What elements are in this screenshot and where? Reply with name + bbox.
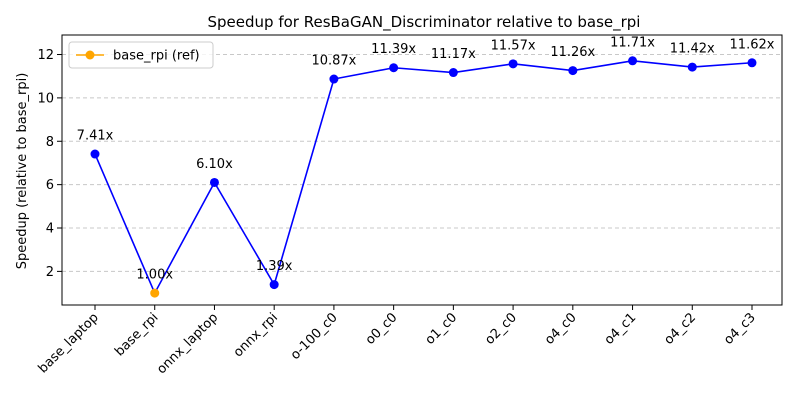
y-tick-label: 12 bbox=[37, 48, 54, 63]
x-tick-label: o0_c0 bbox=[363, 310, 401, 348]
y-tick-label: 2 bbox=[46, 265, 54, 280]
x-tick-label: base_laptop bbox=[36, 310, 102, 376]
legend-box bbox=[68, 41, 214, 69]
x-tick-label: onnx_rpi bbox=[231, 310, 281, 360]
x-tick-label: o-100_c0 bbox=[288, 310, 341, 363]
x-tick-label: base_rpi bbox=[112, 310, 161, 359]
legend-entry-label: base_rpi (ref) bbox=[113, 49, 200, 64]
speedup-series bbox=[90, 56, 757, 298]
legend: base_rpi (ref) bbox=[68, 41, 214, 69]
x-tick-label: onnx_laptop bbox=[154, 310, 221, 377]
data-labels: 7.41x 1.00x 6.10x 1.39x 10.87x 11.39x 11.17x 11… bbox=[77, 35, 775, 282]
x-tick-label: o4_c0 bbox=[542, 310, 580, 348]
x-tick-label: o2_c0 bbox=[482, 310, 520, 348]
chart-title: Speedup for ResBaGAN_Discriminator relat… bbox=[208, 13, 641, 32]
data-label: 1.39x bbox=[256, 259, 293, 274]
data-point bbox=[209, 177, 219, 187]
data-label: 11.39x bbox=[371, 42, 416, 57]
y-tick-label: 4 bbox=[46, 222, 54, 237]
data-point bbox=[628, 56, 638, 66]
x-tick-label: o4_c1 bbox=[602, 310, 640, 348]
data-label: 11.26x bbox=[550, 45, 595, 60]
data-label: 1.00x bbox=[136, 268, 173, 283]
data-label: 11.62x bbox=[730, 37, 775, 52]
gridlines bbox=[62, 54, 782, 272]
data-point bbox=[687, 62, 697, 72]
data-point bbox=[90, 149, 100, 159]
y-tick-label: 6 bbox=[46, 178, 54, 193]
data-point bbox=[389, 63, 399, 73]
data-point bbox=[568, 66, 578, 76]
x-tick-label: o4_c3 bbox=[721, 310, 759, 348]
plot-frame bbox=[61, 34, 783, 306]
data-label: 7.41x bbox=[77, 129, 114, 144]
data-label: 10.87x bbox=[311, 54, 356, 69]
data-label: 11.42x bbox=[670, 42, 715, 57]
data-point bbox=[329, 74, 339, 84]
legend-marker-swatch bbox=[85, 50, 95, 60]
data-point bbox=[747, 58, 757, 68]
data-label: 11.57x bbox=[491, 38, 536, 53]
x-tick-label: o1_c0 bbox=[423, 310, 461, 348]
y-tick-label: 10 bbox=[37, 91, 54, 106]
data-point bbox=[448, 68, 458, 78]
y-tick-label: 8 bbox=[46, 135, 54, 150]
data-label: 11.71x bbox=[610, 35, 655, 50]
data-point bbox=[508, 59, 518, 69]
data-label: 6.10x bbox=[196, 157, 233, 172]
x-tick-label: o4_c2 bbox=[662, 310, 700, 348]
y-axis-label: Speedup (relative to base_rpi) bbox=[15, 73, 30, 270]
data-label: 11.17x bbox=[431, 47, 476, 62]
series-line bbox=[94, 60, 753, 295]
reference-point bbox=[150, 288, 160, 298]
data-point bbox=[269, 280, 279, 290]
y-axis-ticks: 2 4 6 8 10 12 bbox=[37, 48, 62, 280]
